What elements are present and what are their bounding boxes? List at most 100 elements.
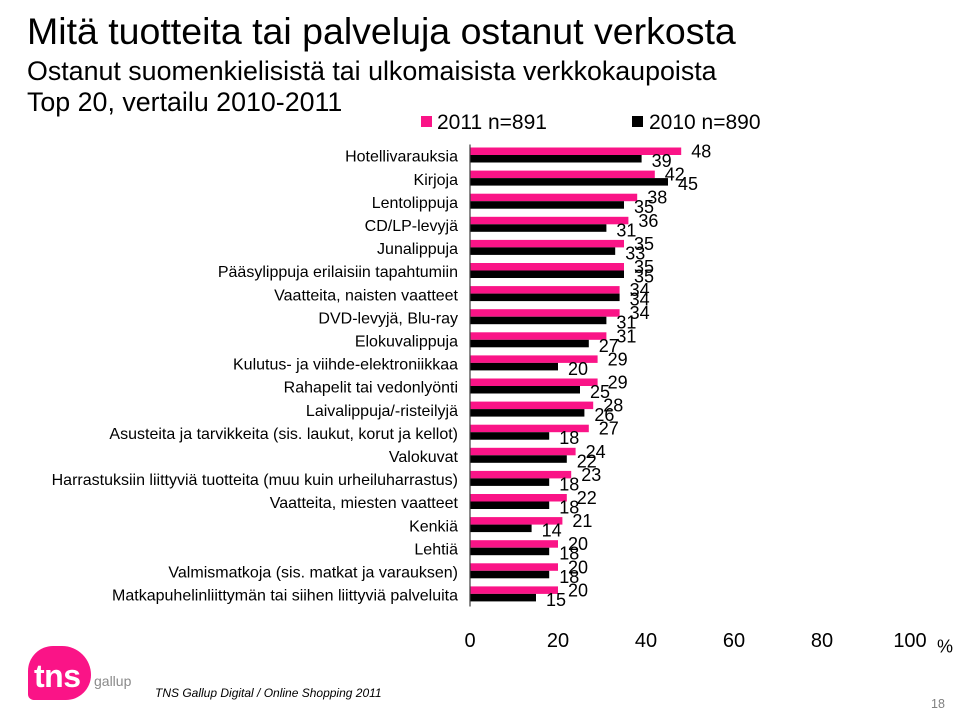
value-label-2011: 48 <box>691 142 711 162</box>
x-tick-label: 20 <box>547 630 569 652</box>
value-label-2010: 14 <box>542 521 562 541</box>
value-label-2010: 20 <box>568 359 588 379</box>
bar-2010 <box>470 501 550 509</box>
bar-2010 <box>470 178 668 186</box>
legend-swatch-2010 <box>632 116 643 127</box>
bar-2010 <box>470 316 607 325</box>
bar-2010 <box>470 386 580 394</box>
subtitle-line: Ostanut suomenkielisistä tai ulkomaisist… <box>27 56 717 86</box>
x-tick-label: 80 <box>811 630 833 652</box>
category-label: Vaatteita, naisten vaatteet <box>274 287 458 304</box>
bar-2011 <box>470 401 594 410</box>
bar-2010 <box>470 224 607 232</box>
value-label-2010: 35 <box>634 267 654 287</box>
value-label-2010: 18 <box>559 474 579 494</box>
value-label-2010: 45 <box>678 174 698 194</box>
category-label: Elokuvalippuja <box>355 334 458 351</box>
value-label-2011: 29 <box>608 373 628 393</box>
category-label: CD/LP-levyjä <box>365 218 458 235</box>
value-label-2010: 25 <box>590 382 610 402</box>
value-label-2010: 34 <box>630 290 650 310</box>
value-label-2010: 26 <box>594 405 614 425</box>
bar-2011 <box>470 239 624 248</box>
category-label: Junalippuja <box>377 241 458 258</box>
category-label: Valmismatkoja (sis. matkat ja varauksen) <box>168 565 458 582</box>
category-label: Matkapuhelinliittymän tai siihen liittyv… <box>112 588 458 605</box>
bar-2011 <box>470 309 620 317</box>
x-tick-label: 40 <box>635 630 657 652</box>
bar-2010 <box>470 570 550 579</box>
category-label: Valokuvat <box>389 449 459 466</box>
category-label: Harrastuksiin liittyviä tuotteita (muu k… <box>52 472 458 489</box>
value-label-2010: 35 <box>634 197 654 217</box>
bar-2010 <box>470 339 589 348</box>
slide-title: Mitä tuotteita tai palveluja ostanut ver… <box>27 10 736 52</box>
bar-2011 <box>470 586 558 594</box>
bar-2010 <box>470 455 567 463</box>
legend-label-2011: 2011 n=891 <box>437 111 547 134</box>
bar-2011 <box>470 355 598 363</box>
value-label-2010: 31 <box>616 220 636 240</box>
category-label: Kenkiä <box>409 518 458 535</box>
value-label-2010: 39 <box>652 151 672 171</box>
bar-2011 <box>470 216 629 225</box>
value-label-2011: 28 <box>603 396 623 416</box>
category-label: Lentolippuja <box>372 195 458 212</box>
value-label-2011: 20 <box>568 534 588 554</box>
bar-2010 <box>470 432 550 440</box>
bar-2010 <box>470 155 642 163</box>
value-label-2011: 34 <box>630 303 650 323</box>
bar-2010 <box>470 478 550 486</box>
legend-swatch-2011 <box>421 116 432 127</box>
value-label-2011: 31 <box>616 326 636 346</box>
value-label-2010: 18 <box>559 428 579 448</box>
value-label-2011: 20 <box>568 557 588 577</box>
value-label-2010: 15 <box>546 590 566 610</box>
bar-2011 <box>470 147 682 155</box>
bar-2011 <box>470 332 607 340</box>
bar-2010 <box>470 247 616 255</box>
value-label-2010: 27 <box>599 336 619 356</box>
logo-word: gallup <box>94 673 132 689</box>
value-label-2011: 22 <box>577 488 597 508</box>
value-label-2011: 24 <box>586 442 606 462</box>
bar-2010 <box>470 270 624 278</box>
value-label-2011: 36 <box>638 211 658 231</box>
category-label: Hotellivarauksia <box>345 149 458 166</box>
bar-2011 <box>470 470 572 479</box>
value-label-2011: 21 <box>572 511 592 531</box>
bar-2010 <box>470 593 536 602</box>
value-label-2010: 18 <box>559 498 579 518</box>
bar-2010 <box>470 409 585 417</box>
bar-2011 <box>470 286 620 294</box>
value-label-2011: 23 <box>581 465 601 485</box>
category-label: Kulutus- ja viihde-elektroniikkaa <box>233 357 458 374</box>
x-tick-label: 100 <box>893 630 926 652</box>
value-label-2010: 22 <box>577 451 597 471</box>
slide-subtitle: Ostanut suomenkielisistä tai ulkomaisist… <box>27 56 717 118</box>
category-label: DVD-levyjä, Blu-ray <box>318 310 458 327</box>
category-label: Pääsylippuja erilaisiin tapahtumiin <box>218 264 458 281</box>
bar-2011 <box>470 424 589 433</box>
value-label-2011: 42 <box>665 165 685 185</box>
bar-2010 <box>470 293 620 302</box>
page-number: 18 <box>931 697 945 711</box>
value-label-2011: 35 <box>634 234 654 254</box>
subtitle-line: Top 20, vertailu 2010-2011 <box>27 87 343 117</box>
bar-2010 <box>470 201 624 209</box>
bar-2011 <box>470 540 558 548</box>
value-label-2010: 31 <box>616 313 636 333</box>
value-label-2010: 18 <box>559 544 579 564</box>
bar-2011 <box>470 263 624 271</box>
category-label: Rahapelit tai vedonlyönti <box>284 380 458 397</box>
value-label-2011: 27 <box>599 419 619 439</box>
value-label-2010: 18 <box>559 567 579 587</box>
legend-label-2010: 2010 n=890 <box>649 111 761 134</box>
bar-2011 <box>470 378 598 386</box>
value-label-2011: 38 <box>647 188 667 208</box>
category-label: Asusteita ja tarvikkeita (sis. laukut, k… <box>109 426 458 443</box>
bar-2011 <box>470 447 576 456</box>
bar-2011 <box>470 517 563 525</box>
